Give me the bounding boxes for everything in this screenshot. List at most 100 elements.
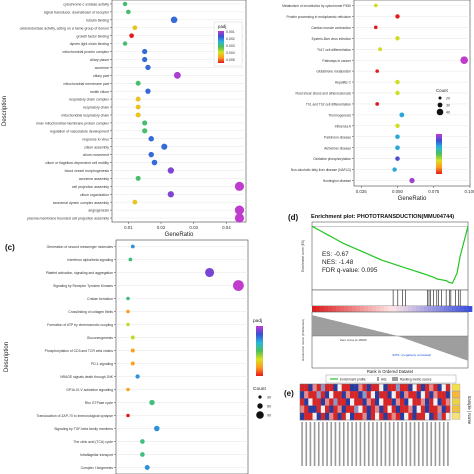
category-label: GP1b-IX-V activation signalling: [66, 388, 113, 392]
color-bar-tick: 0.005: [226, 58, 235, 62]
heatmap-cell: [329, 391, 334, 399]
category-label: Formation of ATP by chemiosmotic couplin…: [47, 323, 113, 327]
heatmap-cell: [320, 398, 326, 406]
heatmap-cell: [379, 398, 384, 406]
heatmap-cell: [362, 391, 367, 399]
category-label: cell projection assembly: [72, 185, 109, 189]
heatmap-cell: [391, 398, 397, 406]
data-point: [399, 112, 405, 118]
row-annotation-swatch: [451, 398, 461, 406]
heatmap-cell: [437, 412, 442, 421]
heatmap-cell: [416, 384, 422, 392]
category-label: Th17 cell differentiation: [317, 48, 351, 52]
heatmap-cell: [333, 391, 338, 399]
legend-size-label: 30: [267, 396, 271, 400]
data-point: [167, 191, 174, 198]
heatmap-cell: [383, 412, 388, 421]
heatmap-cell: [420, 412, 426, 421]
data-point: [395, 79, 400, 85]
heatmap-cell: [370, 405, 376, 413]
heatmap-cell: [395, 384, 401, 392]
rank-gradient-cell: [416, 306, 421, 312]
rank-gradient-cell: [456, 306, 461, 312]
data-point: [126, 413, 130, 418]
category-label: respiratory chain complex: [69, 98, 109, 102]
heatmap-cell: [337, 398, 342, 406]
data-point: [395, 123, 400, 129]
data-point: [122, 41, 128, 46]
heatmap-cell: [320, 384, 326, 392]
heatmap-cell: [383, 391, 388, 399]
y-axis-label: Description: [2, 96, 8, 126]
heatmap-cell: [300, 384, 305, 392]
category-label: Hepatitis C: [335, 81, 352, 85]
data-point: [460, 56, 469, 64]
data-point: [128, 257, 133, 262]
rank-gradient-cell: [348, 306, 353, 312]
legend-title: Count: [436, 88, 448, 93]
heatmap-cell: [395, 391, 401, 399]
heatmap-cell: [445, 391, 451, 399]
heatmap-cell: [308, 391, 313, 399]
rank-gradient-cell: [420, 306, 425, 312]
heatmap-cell: [345, 391, 351, 399]
rank-gradient-cell: [336, 306, 341, 312]
category-label: Gluconeogenesis: [87, 336, 114, 340]
enrichment-profile-line: [311, 225, 469, 284]
data-point: [234, 205, 245, 215]
heatmap-cell: [304, 412, 309, 421]
heatmap-cell: [320, 391, 326, 399]
heatmap-cell: [391, 391, 397, 399]
data-point: [130, 244, 135, 249]
heatmap-cell: [370, 398, 376, 406]
heatmap-cell: [391, 405, 397, 413]
heatmap-cell: [412, 391, 417, 399]
heatmap-cell: [429, 391, 434, 399]
row-annotation-swatch: [451, 383, 461, 391]
heatmap-cell: [433, 384, 438, 392]
stat-nes: NES: -1.48: [322, 259, 354, 266]
heatmap-cell: [404, 391, 409, 399]
rank-gradient-cell: [452, 306, 457, 312]
data-point: [130, 335, 135, 340]
data-point: [154, 425, 160, 432]
category-label: respiratory chain: [83, 106, 109, 110]
heatmap-cell: [337, 384, 342, 392]
category-label: response to virus: [82, 137, 109, 141]
rank-gradient-cell: [360, 306, 365, 312]
heatmap-cell: [425, 405, 430, 413]
data-point: [395, 36, 400, 41]
panel-e: (e) Sample | Name: [284, 383, 472, 466]
data-point: [142, 48, 148, 55]
heatmap-cell: [379, 384, 384, 392]
heatmap-cell: [362, 384, 367, 392]
color-bar-tick: 0.002: [226, 37, 235, 41]
heatmap-cell: [375, 398, 380, 406]
legend-size-dot: [257, 403, 263, 409]
heatmap-cell: [366, 398, 372, 406]
heatmap-cell: [329, 384, 334, 392]
zero-cross-label: Zero cross at 15000: [340, 338, 367, 342]
legend-title: padj: [253, 318, 262, 324]
data-point: [151, 159, 158, 166]
data-point: [126, 296, 130, 301]
heatmap-cell: [308, 412, 313, 421]
category-label: Huntington disease: [323, 179, 351, 183]
data-point: [130, 348, 135, 353]
data-point: [395, 14, 400, 19]
heatmap-cell: [350, 398, 355, 406]
legend-box: [325, 374, 457, 384]
heatmap-cell: [354, 384, 359, 392]
color-bar: [218, 31, 224, 63]
x-axis-label: GeneRatio: [165, 232, 194, 238]
heatmap-cell: [345, 398, 351, 406]
rank-gradient-cell: [328, 306, 333, 312]
color-bar: [256, 326, 263, 376]
category-label: mitochondrial respiratory chain: [61, 114, 109, 118]
heatmap-cell: [337, 412, 342, 421]
legend-size-label: 60: [267, 405, 271, 409]
rank-gradient-cell: [400, 306, 405, 312]
data-point: [132, 199, 138, 205]
data-point: [392, 167, 397, 172]
rank-gradient-cell: [340, 306, 345, 312]
